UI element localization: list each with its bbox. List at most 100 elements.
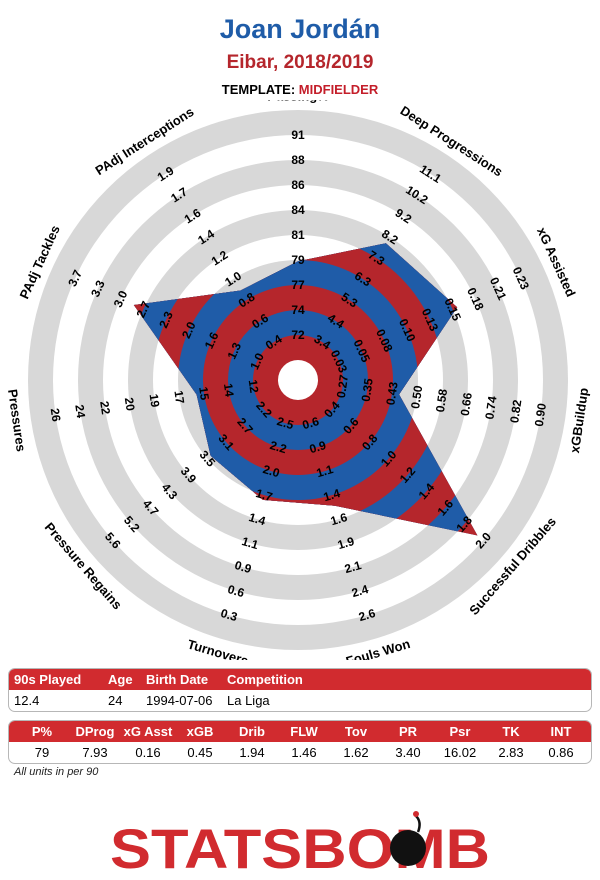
info-cell: La Liga bbox=[227, 693, 270, 708]
radar-tick-label: 1.4 bbox=[322, 486, 342, 504]
radar-tick-label: 0.43 bbox=[383, 381, 400, 406]
info-cell: 1994-07-06 bbox=[146, 693, 213, 708]
logo-text: STATSBOMB bbox=[110, 817, 490, 876]
stats-cell: 1.62 bbox=[343, 745, 369, 760]
stats-cell: 79 bbox=[34, 745, 50, 760]
radar-tick-label: 88 bbox=[291, 153, 305, 167]
info-header-cell: Competition bbox=[227, 672, 303, 687]
radar-tick-label: 2.7 bbox=[134, 299, 154, 320]
player-name: Joan Jordán bbox=[219, 14, 381, 44]
radar-tick-label: 0.27 bbox=[334, 373, 351, 398]
radar-tick-label: 26 bbox=[48, 407, 64, 423]
radar-tick-label: 0.90 bbox=[532, 402, 549, 427]
stats-table-row: 79 7.93 0.16 0.45 1.94 1.46 1.62 3.40 16… bbox=[9, 742, 591, 763]
radar-tick-label: 15 bbox=[196, 386, 212, 402]
stats-cell: 0.16 bbox=[135, 745, 161, 760]
radar-tick-label: 0.9 bbox=[308, 438, 328, 456]
stats-cell: 7.93 bbox=[82, 745, 108, 760]
radar-tick-label: 2.5 bbox=[275, 414, 295, 432]
radar-tick-label: 2.1 bbox=[343, 558, 363, 576]
stats-table: P% DProg xG Asst xGB Drib FLW Tov PR Psr… bbox=[8, 720, 592, 764]
template-value: MIDFIELDER bbox=[298, 82, 379, 97]
template-label: TEMPLATE: bbox=[221, 82, 296, 97]
radar-tick-label: 14 bbox=[221, 382, 237, 398]
stats-header-cell: INT bbox=[550, 724, 572, 739]
team-season: Eibar, 2018/2019 bbox=[226, 52, 374, 73]
radar-tick-label: 1.0 bbox=[247, 351, 267, 372]
radar-tick-label: 1.9 bbox=[336, 534, 356, 552]
radar-tick-label: 1.7 bbox=[254, 486, 274, 504]
radar-tick-label: 0.74 bbox=[482, 395, 499, 420]
info-header-cell: 90s Played bbox=[14, 672, 82, 687]
radar-tick-label: 3.3 bbox=[88, 278, 108, 299]
statsbomb-logo: STATSBOMB bbox=[110, 811, 490, 876]
info-header-cell: Age bbox=[108, 672, 133, 687]
info-table-header: 90s Played Age Birth Date Competition bbox=[9, 669, 591, 690]
radar-tick-label: 0.50 bbox=[408, 384, 425, 409]
radar-tick-label: 2.2 bbox=[268, 438, 288, 456]
radar-tick-label: 2.3 bbox=[156, 309, 176, 330]
radar-tick-label: 19 bbox=[147, 393, 163, 409]
radar-tick-label: 1.4 bbox=[247, 510, 267, 528]
radar-tick-label: 84 bbox=[291, 203, 305, 217]
radar-tick-label: 0.82 bbox=[507, 398, 524, 423]
radar-tick-label: 2.0 bbox=[261, 462, 281, 480]
stats-header-cell: P% bbox=[31, 724, 53, 739]
radar-tick-label: 91 bbox=[291, 128, 305, 142]
stats-header-cell: xG Asst bbox=[123, 724, 173, 739]
info-cell: 24 bbox=[108, 693, 123, 708]
radar-tick-label: 22 bbox=[97, 400, 113, 416]
stats-cell: 3.40 bbox=[395, 745, 421, 760]
stats-header-cell: Tov bbox=[344, 724, 368, 739]
radar-tick-label: 1.1 bbox=[240, 534, 260, 552]
radar-tick-label: 3.0 bbox=[111, 288, 131, 309]
radar-metric-label: Passing% bbox=[267, 100, 329, 104]
stats-cell: 0.45 bbox=[187, 745, 213, 760]
radar-tick-label: 81 bbox=[291, 228, 305, 242]
radar-center-hole bbox=[278, 360, 318, 400]
radar-tick-label: 0.3 bbox=[219, 606, 239, 624]
radar-tick-label: 0.66 bbox=[458, 391, 475, 416]
radar-tick-label: 2.4 bbox=[350, 582, 370, 600]
radar-tick-label: 1.1 bbox=[315, 462, 335, 480]
radar-tick-label: 1.3 bbox=[224, 340, 244, 361]
template-line: TEMPLATE: MIDFIELDER bbox=[0, 82, 600, 97]
radar-tick-label: 17 bbox=[171, 390, 187, 406]
stats-header-cell: DProg bbox=[75, 724, 115, 739]
stats-cell: 0.86 bbox=[548, 745, 574, 760]
radar-tick-label: 0.6 bbox=[301, 414, 321, 432]
units-note: All units in per 90 bbox=[14, 766, 99, 778]
radar-metric-label: xGBuildup bbox=[567, 387, 591, 454]
radar-tick-label: 0.6 bbox=[226, 582, 246, 600]
stats-header-cell: Psr bbox=[449, 724, 471, 739]
radar-tick-label: 0.9 bbox=[233, 558, 253, 576]
radar-tick-label: 2.6 bbox=[357, 606, 377, 624]
stats-header-cell: FLW bbox=[290, 724, 318, 739]
radar-tick-label: 1.6 bbox=[202, 330, 222, 351]
info-cell: 12.4 bbox=[14, 693, 40, 708]
radar-tick-label: 1.6 bbox=[329, 510, 349, 528]
radar-tick-label: 20 bbox=[122, 397, 138, 413]
stats-cell: 16.02 bbox=[443, 745, 477, 760]
radar-tick-label: 24 bbox=[72, 404, 88, 420]
radar-tick-label: 72 bbox=[291, 328, 305, 342]
radar-tick-label: 3.7 bbox=[65, 267, 85, 288]
radar-tick-label: 0.35 bbox=[359, 377, 376, 402]
stats-header-cell: xGB bbox=[186, 724, 214, 739]
radar-tick-label: 2.0 bbox=[179, 319, 199, 340]
radar-tick-label: 74 bbox=[291, 303, 305, 317]
bomb-spark bbox=[413, 811, 419, 817]
info-table: 90s Played Age Birth Date Competition 12… bbox=[8, 668, 592, 712]
bomb-icon bbox=[390, 830, 426, 866]
stats-header-cell: TK bbox=[502, 724, 520, 739]
bomb-fuse bbox=[415, 815, 421, 833]
stats-header-cell: PR bbox=[398, 724, 418, 739]
radar-tick-label: 12 bbox=[246, 379, 262, 395]
stats-cell: 2.83 bbox=[498, 745, 524, 760]
info-header-cell: Birth Date bbox=[146, 672, 209, 687]
stats-header-cell: Drib bbox=[239, 724, 265, 739]
stats-cell: 1.46 bbox=[291, 745, 317, 760]
radar-tick-label: 86 bbox=[291, 178, 305, 192]
radar-chart: 7274777981848688913.44.45.36.37.38.29.21… bbox=[5, 100, 591, 660]
stats-cell: 1.94 bbox=[239, 745, 265, 760]
